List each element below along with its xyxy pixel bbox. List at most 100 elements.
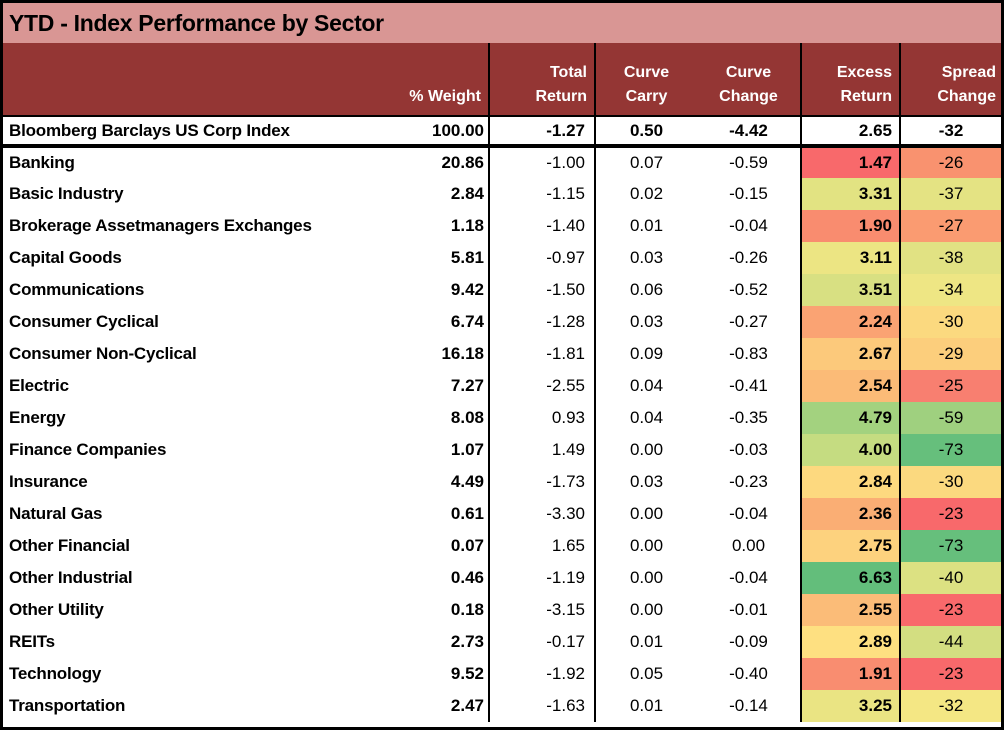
curve-carry-cell: 0.02 xyxy=(629,184,664,203)
weight-cell: 8.08 xyxy=(319,402,490,434)
sector-name-cell: Insurance xyxy=(9,472,88,491)
table-row: Insurance 4.49 -1.73 0.03 -0.23 2.84 -30 xyxy=(3,466,1001,498)
table-row: Banking 20.86 -1.00 0.07 -0.59 1.47 -26 xyxy=(3,146,1001,178)
total-return-cell: -3.30 xyxy=(489,498,596,530)
table-row: Consumer Cyclical 6.74 -1.28 0.03 -0.27 2.24-… xyxy=(3,306,1001,338)
curve-change-cell: -0.04 xyxy=(697,210,802,242)
curve-change-cell: 0.00 xyxy=(697,530,802,562)
curve-carry-cell: 0.09 xyxy=(629,344,664,363)
curve-change-cell: -0.15 xyxy=(697,178,802,210)
sector-name-cell: Consumer Cyclical xyxy=(9,312,159,331)
spread-change-cell: -37 xyxy=(900,178,1001,210)
total-return-cell: -1.15 xyxy=(489,178,596,210)
table-row: Natural Gas 0.61 -3.30 0.00 -0.04 2.36 -23 xyxy=(3,498,1001,530)
total-return-cell: -1.28 xyxy=(489,306,596,338)
weight-cell: 9.42 xyxy=(319,274,490,306)
excess-return-cell: 3.51 xyxy=(801,274,901,306)
spread-change-cell: -26 xyxy=(900,146,1001,178)
curve-change-cell: -0.41 xyxy=(697,370,802,402)
spread-change-cell: -73 xyxy=(900,530,1001,562)
curve-carry-cell: 0.00 xyxy=(629,504,664,523)
sector-name-cell: Other Financial xyxy=(9,536,130,555)
excess-return-cell: 1.91 xyxy=(801,658,901,690)
weight-cell: 0.61 xyxy=(319,498,490,530)
spread-change-cell: -44 xyxy=(900,626,1001,658)
spread-change-cell: -23 xyxy=(900,594,1001,626)
curve-carry-cell: 0.01 xyxy=(629,216,664,235)
curve-change-cell: -0.09 xyxy=(697,626,802,658)
header-row: % Weight Total Return Curve Carry Curve … xyxy=(3,43,1001,117)
curve-carry-cell: 0.05 xyxy=(629,664,664,683)
curve-carry-cell: 0.00 xyxy=(629,536,664,555)
curve-change-cell: -0.27 xyxy=(697,306,802,338)
spread-change-cell: -23 xyxy=(900,498,1001,530)
total-return-cell: -1.81 xyxy=(489,338,596,370)
total-return-cell: -3.15 xyxy=(489,594,596,626)
sector-name-cell: Energy xyxy=(9,408,66,427)
table-title-bar: YTD - Index Performance by Sector xyxy=(3,3,1001,43)
spread-change-cell: -40 xyxy=(900,562,1001,594)
curve-carry-cell: 0.03 xyxy=(629,312,664,331)
spread-change-cell: -32 xyxy=(900,116,1001,148)
table-row: Basic Industry 2.84 -1.15 0.02 -0.15 3.31 -37 xyxy=(3,178,1001,210)
weight-cell: 0.46 xyxy=(319,562,490,594)
curve-carry-cell: 0.03 xyxy=(629,248,664,267)
curve-carry-cell: 0.04 xyxy=(629,408,664,427)
sector-performance-table: % Weight Total Return Curve Carry Curve … xyxy=(3,43,1001,722)
excess-return-cell: 2.89 xyxy=(801,626,901,658)
sector-name-cell: Bloomberg Barclays US Corp Index xyxy=(3,116,319,148)
spread-change-cell: -38 xyxy=(900,242,1001,274)
spread-change-cell: -32 xyxy=(900,690,1001,722)
curve-change-cell: -0.59 xyxy=(697,146,802,178)
table-row: Energy 8.08 0.93 0.04 -0.35 4.79 -59 xyxy=(3,402,1001,434)
table-row: Electric 7.27 -2.55 0.04 -0.41 2.54 -25 xyxy=(3,370,1001,402)
spread-change-cell: -34 xyxy=(900,274,1001,306)
curve-carry-cell: 0.03 xyxy=(629,472,664,491)
index-total-row: Bloomberg Barclays US Corp Index 100.00 -1… xyxy=(3,116,1001,148)
excess-return-cell: 2.36 xyxy=(801,498,901,530)
excess-return-cell: 2.54 xyxy=(801,370,901,402)
curve-change-cell: -0.04 xyxy=(697,498,802,530)
sector-name-cell: Communications xyxy=(9,280,145,299)
total-return-cell: -1.73 xyxy=(489,466,596,498)
excess-return-cell: 2.84 xyxy=(801,466,901,498)
excess-return-cell: 3.11 xyxy=(801,242,901,274)
curve-carry-cell: 0.06 xyxy=(629,280,664,299)
sector-name-cell: Brokerage Assetmanagers Exchanges xyxy=(9,216,312,235)
table-row: Other Industrial 0.46 -1.19 0.00 -0.04 6.63 -4… xyxy=(3,562,1001,594)
curve-change-cell: -0.03 xyxy=(697,434,802,466)
sector-name-cell: Natural Gas xyxy=(9,504,103,523)
weight-cell: 1.18 xyxy=(319,210,490,242)
curve-change-cell: -0.14 xyxy=(697,690,802,722)
excess-return-cell: 3.25 xyxy=(801,690,901,722)
sector-name-cell: REITs xyxy=(9,632,55,651)
sector-name-cell: Basic Industry xyxy=(9,184,124,203)
total-return-cell: -1.40 xyxy=(489,210,596,242)
column-header-sector xyxy=(3,43,319,117)
curve-change-cell: -0.40 xyxy=(697,658,802,690)
sector-name-cell: Capital Goods xyxy=(9,248,122,267)
excess-return-cell: 2.67 xyxy=(801,338,901,370)
total-return-cell: -1.92 xyxy=(489,658,596,690)
spread-change-cell: -30 xyxy=(900,466,1001,498)
curve-carry-cell: 0.01 xyxy=(629,632,664,651)
curve-carry-cell: 0.50 xyxy=(595,116,697,148)
sector-name-cell: Transportation xyxy=(9,696,126,715)
table-row: Technology 9.52 -1.92 0.05 -0.40 1.91 -23 xyxy=(3,658,1001,690)
excess-return-cell: 6.63 xyxy=(801,562,901,594)
table-row: Other Financial 0.07 1.65 0.00 0.00 2.75 -73 xyxy=(3,530,1001,562)
sector-name-cell: Banking xyxy=(9,153,75,172)
page-title: YTD - Index Performance by Sector xyxy=(9,9,384,36)
weight-cell: 16.18 xyxy=(319,338,490,370)
excess-return-cell: 2.65 xyxy=(801,116,901,148)
total-return-cell: -0.97 xyxy=(489,242,596,274)
sector-name-cell: Other Utility xyxy=(9,600,104,619)
table-row: Other Utility 0.18 -3.15 0.00 -0.01 2.55 -23 xyxy=(3,594,1001,626)
sector-name-cell: Finance Companies xyxy=(9,440,167,459)
total-return-cell: -1.27 xyxy=(489,116,596,148)
table-row: Consumer Non-Cyclical 16.18 -1.81 0.09 -0.83… xyxy=(3,338,1001,370)
curve-change-cell: -0.35 xyxy=(697,402,802,434)
column-header-curve-change: Curve Change xyxy=(697,43,802,117)
weight-cell: 4.49 xyxy=(319,466,490,498)
table-row: Communications 9.42 -1.50 0.06 -0.52 3.51 -34 xyxy=(3,274,1001,306)
